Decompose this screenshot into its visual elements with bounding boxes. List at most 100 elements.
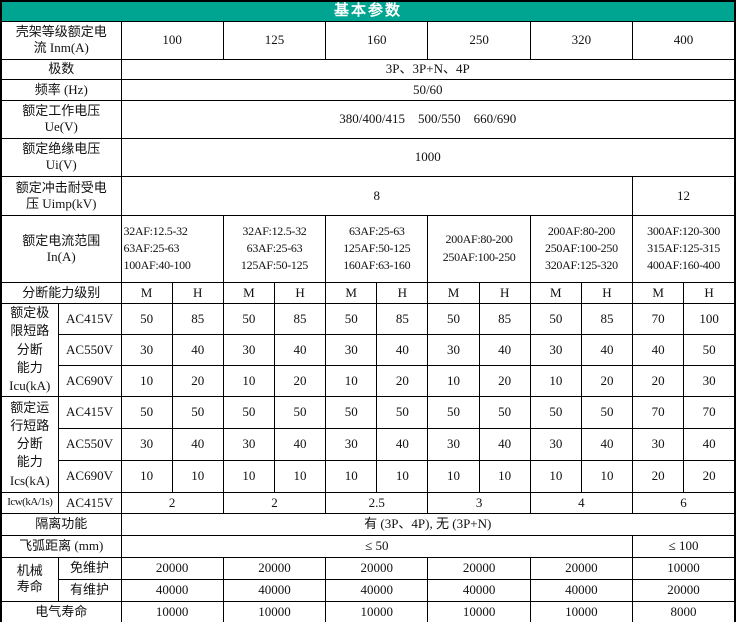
mech-cell: 20000 xyxy=(427,556,531,580)
icw-label: Icw(kA/1s) xyxy=(0,491,59,514)
ics-cell: 30 xyxy=(529,427,582,461)
ics-cell: 10 xyxy=(273,459,327,493)
mechanical-life-label: 机械 寿命 xyxy=(0,556,59,602)
level-cell: M xyxy=(529,281,582,304)
icw-cell: 2 xyxy=(222,491,327,514)
icu-cell: 30 xyxy=(325,333,378,366)
ics-cell: 10 xyxy=(580,459,634,493)
ics-cell: 50 xyxy=(580,395,634,429)
mech-cell: 10000 xyxy=(632,556,736,580)
icu-cell: 20 xyxy=(171,364,224,397)
arc-distance-last: ≤ 100 xyxy=(632,534,736,558)
frame-size-250: 250 xyxy=(427,20,531,60)
frame-size-125: 125 xyxy=(222,20,327,60)
mech-cell: 20000 xyxy=(632,578,736,602)
ics-cell: 50 xyxy=(273,395,327,429)
icu-cell: 20 xyxy=(273,364,327,397)
mech-cell: 20000 xyxy=(325,556,429,580)
mech-cell: 40000 xyxy=(222,578,327,602)
mech-cell: 40000 xyxy=(120,578,224,602)
icu-cell: 10 xyxy=(529,364,582,397)
ics-cell: 10 xyxy=(529,459,582,493)
ics-cell: 30 xyxy=(427,427,480,461)
isolation-label: 隔离功能 xyxy=(0,512,122,536)
mech-cell: 20000 xyxy=(529,556,634,580)
level-cell: M xyxy=(222,281,275,304)
ics-cell: 30 xyxy=(325,427,378,461)
in-range-100: 32AF:12.5-32 63AF:25-63 100AF:40-100 xyxy=(120,214,224,283)
frame-size-160: 160 xyxy=(325,20,429,60)
ics-cell: 20 xyxy=(683,459,736,493)
icu-cell: 50 xyxy=(683,333,736,366)
icu-voltage: AC415V xyxy=(57,302,122,335)
icu-cell: 40 xyxy=(273,333,327,366)
icu-cell: 50 xyxy=(325,302,378,335)
breaking-level-label: 分断能力级别 xyxy=(0,281,122,304)
level-cell: H xyxy=(580,281,634,304)
level-cell: H xyxy=(478,281,531,304)
icu-cell: 40 xyxy=(580,333,634,366)
ics-cell: 10 xyxy=(120,459,173,493)
level-cell: H xyxy=(683,281,736,304)
icu-cell: 50 xyxy=(529,302,582,335)
elec-cell: 10000 xyxy=(325,600,429,622)
icu-cell: 20 xyxy=(376,364,429,397)
frame-size-400: 400 xyxy=(632,20,736,60)
poles-value: 3P、3P+N、4P xyxy=(120,58,736,80)
level-cell: M xyxy=(427,281,480,304)
mech-cell: 40000 xyxy=(325,578,429,602)
ics-cell: 50 xyxy=(120,395,173,429)
ics-voltage: AC415V xyxy=(57,395,122,429)
arc-distance-label: 飞弧距离 (mm) xyxy=(0,534,122,558)
level-cell: H xyxy=(376,281,429,304)
elec-cell: 10000 xyxy=(529,600,634,622)
icu-cell: 50 xyxy=(222,302,275,335)
ics-cell: 30 xyxy=(120,427,173,461)
ics-cell: 10 xyxy=(478,459,531,493)
ics-cell: 40 xyxy=(683,427,736,461)
icu-voltage: AC550V xyxy=(57,333,122,366)
in-range-160: 63AF:25-63 125AF:50-125 160AF:63-160 xyxy=(325,214,429,283)
frequency-label: 频率 (Hz) xyxy=(0,78,122,101)
isolation-value: 有 (3P、4P), 无 (3P+N) xyxy=(120,512,736,536)
icu-cell: 85 xyxy=(171,302,224,335)
ui-label: 额定绝缘电压 Ui(V) xyxy=(0,137,122,177)
level-cell: M xyxy=(120,281,173,304)
electrical-life-label: 电气寿命 xyxy=(0,600,122,622)
arc-distance-main: ≤ 50 xyxy=(120,534,634,558)
icu-cell: 30 xyxy=(427,333,480,366)
icu-cell: 85 xyxy=(478,302,531,335)
icu-cell: 10 xyxy=(222,364,275,397)
mech-cell: 20000 xyxy=(120,556,224,580)
ue-label: 额定工作电压 Ue(V) xyxy=(0,99,122,139)
icu-cell: 30 xyxy=(120,333,173,366)
level-cell: H xyxy=(273,281,327,304)
icw-cell: 2 xyxy=(120,491,224,514)
ics-cell: 50 xyxy=(222,395,275,429)
level-cell: M xyxy=(632,281,685,304)
ics-cell: 40 xyxy=(376,427,429,461)
elec-cell: 10000 xyxy=(222,600,327,622)
in-range-250: 200AF:80-200 250AF:100-250 xyxy=(427,214,531,283)
mechanical-life-type: 有维护 xyxy=(57,578,122,602)
icu-cell: 10 xyxy=(120,364,173,397)
icu-cell: 20 xyxy=(478,364,531,397)
ics-cell: 50 xyxy=(171,395,224,429)
elec-cell: 8000 xyxy=(632,600,736,622)
uimp-value-last: 12 xyxy=(632,175,736,216)
ics-cell: 10 xyxy=(171,459,224,493)
ics-cell: 50 xyxy=(376,395,429,429)
ics-cell: 70 xyxy=(683,395,736,429)
mechanical-life-type: 免维护 xyxy=(57,556,122,580)
ics-cell: 40 xyxy=(273,427,327,461)
elec-cell: 10000 xyxy=(120,600,224,622)
icw-cell: 4 xyxy=(529,491,634,514)
icu-cell: 10 xyxy=(427,364,480,397)
mech-cell: 20000 xyxy=(222,556,327,580)
icu-label: 额定极 限短路 分断 能力 Icu(kA) xyxy=(0,302,59,397)
level-cell: M xyxy=(325,281,378,304)
in-range-label: 额定电流范围 In(A) xyxy=(0,214,122,283)
ics-cell: 10 xyxy=(325,459,378,493)
icw-cell: 2.5 xyxy=(325,491,429,514)
